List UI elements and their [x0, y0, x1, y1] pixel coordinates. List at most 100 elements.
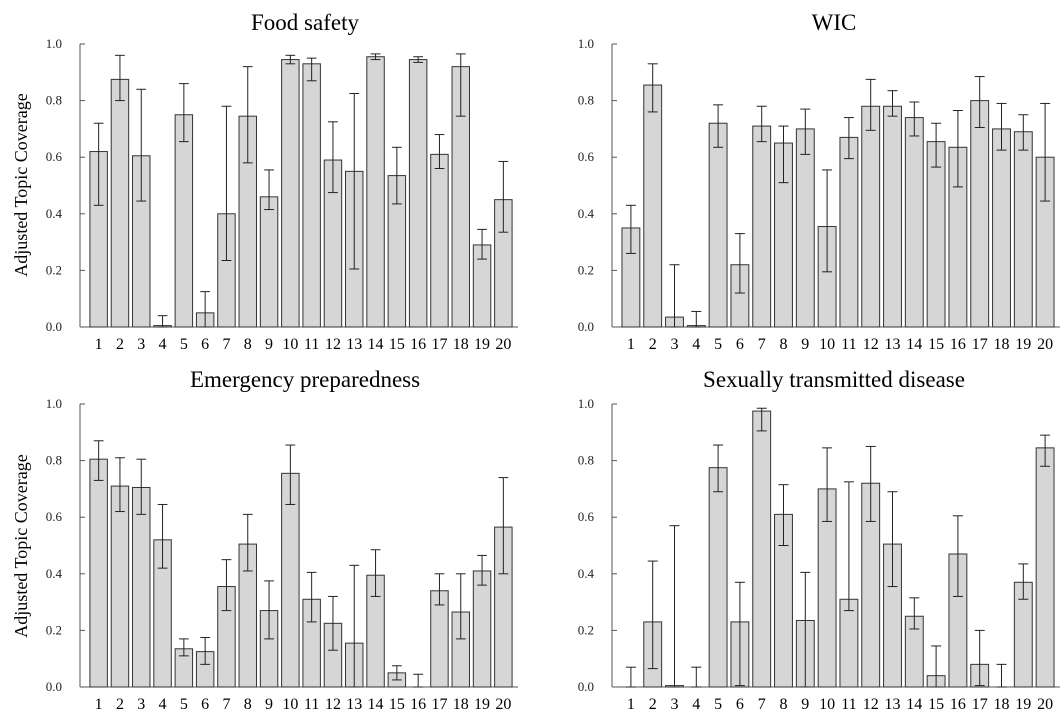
y-tick-label: 0.8: [578, 93, 594, 108]
x-tick-label: 8: [780, 336, 788, 353]
x-tick-label: 17: [431, 336, 447, 353]
x-tick-label: 10: [282, 696, 298, 713]
x-tick-label: 9: [801, 696, 809, 713]
x-tick-label: 17: [972, 696, 988, 713]
y-tick-label: 0.6: [46, 149, 63, 164]
x-tick-label: 18: [453, 336, 469, 353]
x-tick-label: 19: [1015, 696, 1031, 713]
bar: [839, 598, 859, 688]
x-tick-label: 11: [841, 336, 856, 353]
x-tick-label: 20: [495, 696, 511, 713]
x-tick-label: 1: [627, 696, 635, 713]
y-tick-label: 0.4: [46, 566, 63, 581]
bar: [904, 117, 924, 328]
bar: [259, 196, 279, 328]
x-tick-label: 7: [222, 696, 230, 713]
x-tick-label: 19: [1015, 336, 1031, 353]
x-tick-label: 8: [244, 696, 252, 713]
bar: [302, 63, 321, 328]
x-tick-label: 8: [780, 696, 788, 713]
x-tick-label: 2: [649, 336, 657, 353]
y-tick-label: 0.8: [578, 453, 594, 468]
wic-panel: WIC 0.00.20.40.60.81.01 2 3 4 5 6 7 8 9 10 11 12 13 1…: [578, 10, 1060, 353]
y-tick-label: 0.8: [46, 453, 62, 468]
bar: [926, 141, 946, 328]
bar: [970, 100, 990, 328]
y-tick-label: 0.0: [578, 679, 594, 694]
bar: [89, 458, 108, 688]
y-tick-label: 0.2: [46, 622, 62, 637]
emergency-preparedness-panel: Emergency preparedness Adjusted Topic Co…: [11, 367, 518, 713]
x-tick-label: 10: [282, 336, 298, 353]
bar: [281, 59, 300, 328]
y-tick-label: 0.2: [46, 262, 62, 277]
y-tick-label: 0.6: [578, 509, 595, 524]
x-tick-label: 5: [180, 336, 188, 353]
x-tick-label: 3: [137, 336, 145, 353]
bar: [281, 472, 300, 688]
x-tick-label: 3: [137, 696, 145, 713]
bar: [366, 56, 385, 328]
x-tick-label: 16: [410, 336, 426, 353]
x-tick-label: 14: [906, 696, 922, 713]
x-tick-label: 2: [116, 696, 124, 713]
x-tick-label: 13: [346, 336, 362, 353]
x-tick-label: 1: [95, 696, 103, 713]
x-tick-label: 2: [649, 696, 657, 713]
x-tick-label: 6: [201, 336, 209, 353]
x-tick-label: 3: [671, 336, 679, 353]
x-tick-label: 12: [863, 696, 879, 713]
bar: [795, 128, 815, 328]
y-tick-label: 0.6: [46, 509, 63, 524]
x-tick-label: 10: [819, 336, 835, 353]
x-tick-label: 20: [1037, 336, 1053, 353]
x-tick-label: 12: [325, 336, 341, 353]
y-tick-label: 0.4: [578, 566, 595, 581]
bar: [174, 114, 194, 328]
x-tick-label: 9: [265, 696, 273, 713]
x-tick-label: 2: [116, 336, 124, 353]
y-tick-label: 1.0: [578, 396, 594, 411]
bar: [883, 105, 902, 328]
chart-title: Sexually transmitted disease: [703, 367, 965, 392]
x-tick-label: 11: [841, 696, 856, 713]
bar: [861, 105, 881, 328]
x-tick-label: 7: [758, 336, 766, 353]
x-tick-label: 20: [495, 336, 511, 353]
chart-title: Food safety: [251, 10, 359, 35]
x-tick-label: 14: [906, 336, 922, 353]
x-tick-label: 4: [159, 696, 167, 713]
x-tick-label: 15: [389, 336, 405, 353]
y-tick-label: 0.4: [578, 206, 595, 221]
x-tick-label: 9: [801, 336, 809, 353]
y-tick-label: 0.4: [46, 206, 63, 221]
x-tick-label: 19: [474, 696, 490, 713]
bar: [708, 467, 728, 688]
x-tick-label: 4: [692, 336, 700, 353]
x-tick-label: 4: [159, 336, 167, 353]
x-tick-label: 12: [325, 696, 341, 713]
y-tick-label: 0.0: [578, 319, 594, 334]
x-tick-label: 8: [244, 336, 252, 353]
chart-title: WIC: [812, 10, 857, 35]
x-tick-label: 14: [368, 696, 384, 713]
x-tick-label: 7: [222, 336, 230, 353]
x-tick-label: 5: [714, 696, 722, 713]
y-axis-label: Adjusted Topic Coverage: [11, 454, 31, 637]
x-tick-label: 18: [994, 696, 1010, 713]
y-tick-label: 0.0: [46, 679, 62, 694]
y-tick-label: 0.2: [578, 622, 594, 637]
x-tick-label: 1: [627, 336, 635, 353]
food-safety-panel: Food safety Adjusted Topic Coverage 0.0 0…: [11, 10, 518, 353]
x-tick-label: 17: [431, 696, 447, 713]
x-tick-label: 14: [368, 336, 384, 353]
bar: [110, 78, 130, 328]
bar: [430, 153, 449, 328]
x-tick-label: 4: [692, 696, 700, 713]
x-tick-label: 16: [950, 696, 966, 713]
x-tick-label: 1: [95, 336, 103, 353]
sexually-transmitted-disease-panel: Sexually transmitted disease 0.0 0.2 0.4 0.…: [578, 367, 1060, 713]
x-tick-label: 11: [304, 336, 319, 353]
bar: [752, 410, 772, 688]
